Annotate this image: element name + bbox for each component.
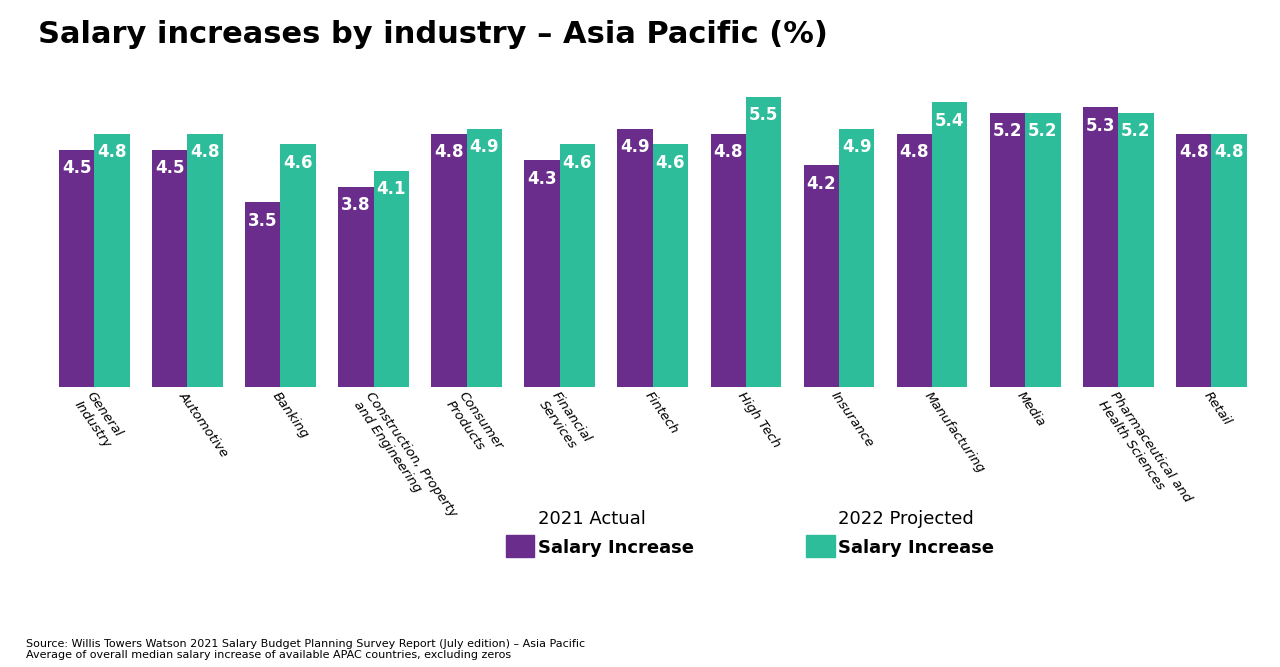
Bar [1083, 107, 1119, 387]
Bar [374, 171, 408, 387]
Text: 4.8: 4.8 [1179, 143, 1208, 161]
Bar [187, 134, 223, 387]
Bar [152, 149, 187, 387]
Bar [897, 134, 932, 387]
Bar [525, 160, 559, 387]
Bar [838, 129, 874, 387]
Text: Salary Increase: Salary Increase [538, 539, 694, 557]
Bar [617, 129, 653, 387]
Text: 4.6: 4.6 [283, 154, 312, 172]
Text: 5.4: 5.4 [934, 111, 965, 129]
Bar [710, 134, 746, 387]
Text: Salary Increase: Salary Increase [838, 539, 995, 557]
Text: 4.9: 4.9 [842, 138, 872, 156]
Bar [559, 144, 595, 387]
Text: 4.8: 4.8 [900, 143, 929, 161]
Text: 5.3: 5.3 [1085, 117, 1115, 135]
Text: 4.8: 4.8 [1215, 143, 1244, 161]
Bar [280, 144, 316, 387]
Text: Source: Willis Towers Watson 2021 Salary Budget Planning Survey Report (July edi: Source: Willis Towers Watson 2021 Salary… [26, 639, 585, 660]
Text: 4.8: 4.8 [191, 143, 220, 161]
Text: 4.5: 4.5 [61, 159, 91, 177]
Bar [95, 134, 129, 387]
Bar [1119, 113, 1153, 387]
Bar [467, 129, 502, 387]
Text: Salary increases by industry – Asia Pacific (%): Salary increases by industry – Asia Paci… [38, 21, 828, 49]
Bar [431, 134, 467, 387]
Bar [804, 165, 838, 387]
Text: 4.5: 4.5 [155, 159, 184, 177]
Bar [989, 113, 1025, 387]
Bar [653, 144, 689, 387]
Text: 4.6: 4.6 [563, 154, 593, 172]
Text: 4.2: 4.2 [806, 175, 836, 193]
Text: 4.8: 4.8 [97, 143, 127, 161]
Bar [1025, 113, 1061, 387]
Text: 5.2: 5.2 [1121, 122, 1151, 140]
Bar [244, 202, 280, 387]
Text: 4.6: 4.6 [655, 154, 685, 172]
Text: 4.8: 4.8 [434, 143, 463, 161]
Bar [59, 149, 95, 387]
Text: 5.2: 5.2 [1028, 122, 1057, 140]
Text: 3.5: 3.5 [248, 212, 278, 230]
Text: 2021 Actual: 2021 Actual [538, 510, 645, 528]
Text: 4.9: 4.9 [470, 138, 499, 156]
Text: 4.9: 4.9 [621, 138, 650, 156]
Bar [932, 102, 968, 387]
Bar [1211, 134, 1247, 387]
Text: 4.3: 4.3 [527, 169, 557, 187]
Text: 2022 Projected: 2022 Projected [838, 510, 974, 528]
Text: 5.2: 5.2 [993, 122, 1023, 140]
Bar [338, 187, 374, 387]
Text: 5.5: 5.5 [749, 107, 778, 125]
Bar [1176, 134, 1211, 387]
Text: 4.1: 4.1 [376, 180, 406, 198]
Bar [746, 97, 781, 387]
Text: 4.8: 4.8 [713, 143, 742, 161]
Text: 3.8: 3.8 [340, 196, 371, 214]
